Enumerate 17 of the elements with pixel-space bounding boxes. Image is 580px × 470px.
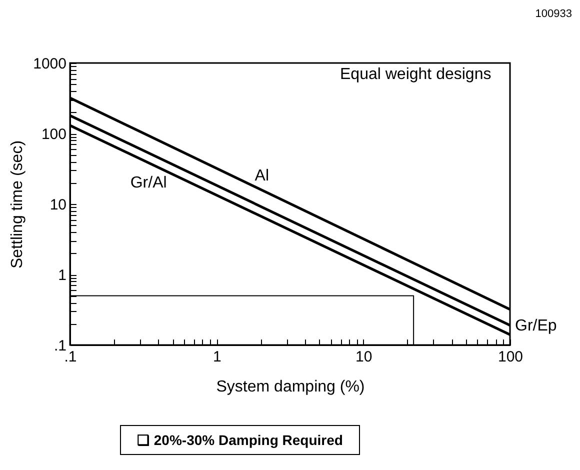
x-tick-label: 10 <box>355 348 372 366</box>
y-tick-label: 10 <box>50 196 66 214</box>
y-tick-label: .1 <box>54 338 66 354</box>
y-axis-title: Settling time (sec) <box>9 140 26 269</box>
y-tick-label: 1000 <box>33 56 66 72</box>
x-tick-label: 1 <box>212 348 222 366</box>
annotation: Equal weight designs <box>340 66 492 84</box>
x-axis-title: System damping (%) <box>216 378 365 396</box>
text: 100933 <box>535 8 572 20</box>
series-label: Gr/Al <box>130 174 167 192</box>
x-tick-label: .1 <box>64 348 77 366</box>
text: ❑ 20%-30% Damping Required <box>120 425 360 455</box>
x-tick-label: 100 <box>498 348 524 366</box>
series-label: Gr/Ep <box>515 317 557 334</box>
series-label: Al <box>254 168 270 185</box>
y-tick-label: 1 <box>58 267 66 284</box>
y-tick-label: 100 <box>41 126 66 143</box>
